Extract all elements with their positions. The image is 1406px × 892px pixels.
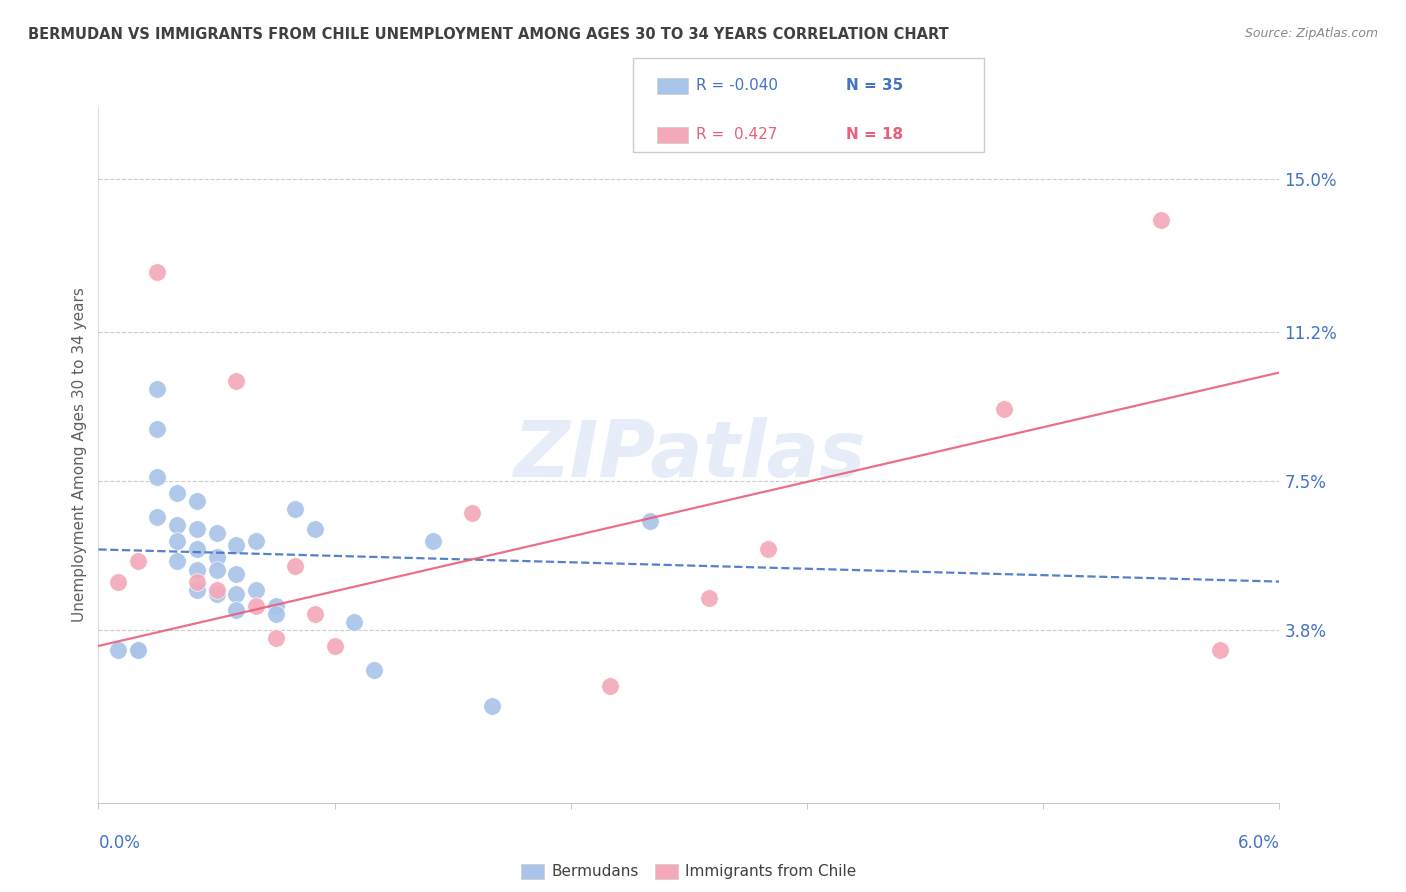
Point [284, 558, 307, 573]
Point [225, 587, 247, 601]
Point [245, 582, 267, 597]
Point [205, 550, 228, 565]
Point [166, 486, 188, 500]
Text: R = -0.040: R = -0.040 [696, 78, 778, 93]
Point [1209, 643, 1232, 657]
Point [304, 522, 326, 536]
Point [146, 510, 169, 524]
Point [205, 582, 228, 597]
Text: 0.0%: 0.0% [98, 834, 141, 852]
Point [1150, 212, 1173, 227]
Point [461, 506, 484, 520]
Text: Source: ZipAtlas.com: Source: ZipAtlas.com [1244, 27, 1378, 40]
Text: N = 18: N = 18 [846, 128, 904, 142]
Point [127, 643, 149, 657]
Y-axis label: Unemployment Among Ages 30 to 34 years: Unemployment Among Ages 30 to 34 years [72, 287, 87, 623]
Point [993, 401, 1015, 416]
Point [422, 534, 444, 549]
Point [205, 587, 228, 601]
Point [146, 382, 169, 396]
Point [264, 631, 287, 645]
Point [186, 522, 208, 536]
Point [481, 699, 503, 714]
Point [146, 265, 169, 279]
Point [363, 663, 385, 677]
Point [146, 470, 169, 484]
Point [304, 607, 326, 621]
Point [225, 603, 247, 617]
Point [697, 591, 720, 605]
Point [107, 574, 129, 589]
Point [245, 599, 267, 613]
Point [225, 566, 247, 581]
Text: ZIPatlas: ZIPatlas [513, 417, 865, 493]
Point [127, 554, 149, 568]
Point [166, 534, 188, 549]
Text: 6.0%: 6.0% [1237, 834, 1279, 852]
Point [186, 562, 208, 576]
Point [225, 374, 247, 388]
Point [127, 643, 149, 657]
Point [756, 542, 779, 557]
Point [186, 494, 208, 508]
Text: R =  0.427: R = 0.427 [696, 128, 778, 142]
Point [264, 607, 287, 621]
Point [343, 615, 366, 629]
Text: N = 35: N = 35 [846, 78, 904, 93]
Point [205, 562, 228, 576]
Point [264, 599, 287, 613]
Point [166, 554, 188, 568]
Point [186, 542, 208, 557]
Point [186, 582, 208, 597]
Point [186, 574, 208, 589]
Point [599, 679, 621, 693]
Text: BERMUDAN VS IMMIGRANTS FROM CHILE UNEMPLOYMENT AMONG AGES 30 TO 34 YEARS CORRELA: BERMUDAN VS IMMIGRANTS FROM CHILE UNEMPL… [28, 27, 949, 42]
Legend: Bermudans, Immigrants from Chile: Bermudans, Immigrants from Chile [516, 857, 862, 886]
Point [205, 526, 228, 541]
Point [638, 514, 661, 528]
Point [323, 639, 346, 653]
Point [284, 502, 307, 516]
Point [245, 534, 267, 549]
Point [166, 518, 188, 533]
Point [107, 643, 129, 657]
Point [146, 422, 169, 436]
Point [225, 538, 247, 552]
